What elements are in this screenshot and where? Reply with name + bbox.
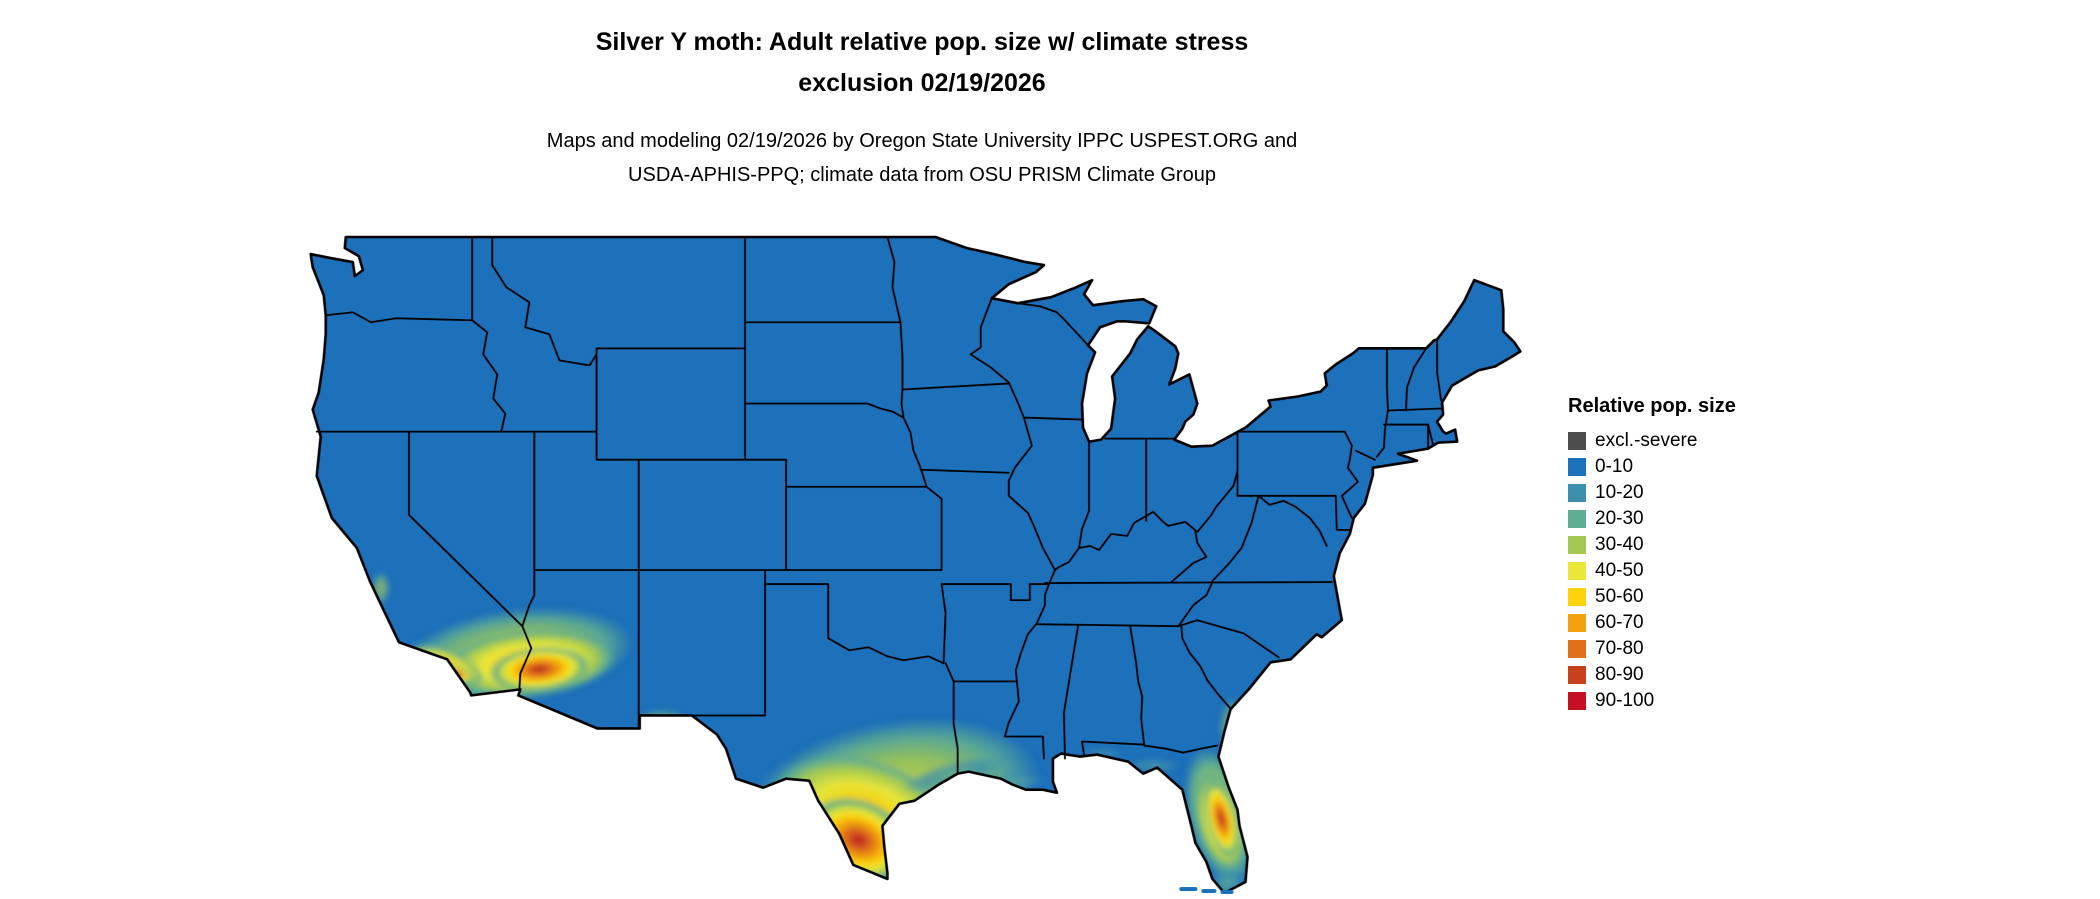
page-subtitle-line1: Maps and modeling 02/19/2026 by Oregon S… xyxy=(546,130,1298,152)
legend-item: 70-80 xyxy=(1568,636,1818,662)
legend-item: 60-70 xyxy=(1568,610,1818,636)
legend-items: excl.-severe 0-10 10-20 20-30 30-40 40-50 50-6… xyxy=(1568,428,1818,714)
legend: Relative pop. size excl.-severe 0-10 10-20… xyxy=(1568,395,1818,714)
page-subtitle-line2: USDA-APHIS-PPQ; climate data from OSU PR… xyxy=(628,164,1216,186)
page-title-line1: Silver Y moth: Adult relative pop. size … xyxy=(595,28,1249,56)
legend-label: 50-60 xyxy=(1595,586,1644,607)
state-borders xyxy=(315,236,1442,775)
legend-swatch xyxy=(1568,640,1586,658)
legend-swatch xyxy=(1568,536,1586,554)
page-title-line2: exclusion 02/19/2026 xyxy=(798,69,1046,97)
us-map xyxy=(300,232,1525,895)
legend-label: 90-100 xyxy=(1595,690,1655,711)
legend-label: 0-10 xyxy=(1595,456,1634,477)
legend-item: excl.-severe xyxy=(1568,428,1818,454)
legend-label: 20-30 xyxy=(1595,508,1644,529)
legend-swatch xyxy=(1568,614,1586,632)
legend-item: 90-100 xyxy=(1568,688,1818,714)
legend-swatch xyxy=(1568,588,1586,606)
legend-item: 80-90 xyxy=(1568,662,1818,688)
legend-item: 40-50 xyxy=(1568,558,1818,584)
legend-swatch xyxy=(1568,484,1586,502)
legend-label: 10-20 xyxy=(1595,482,1644,503)
legend-item: 30-40 xyxy=(1568,532,1818,558)
legend-label: 30-40 xyxy=(1595,534,1644,555)
legend-swatch xyxy=(1568,562,1586,580)
legend-swatch xyxy=(1568,692,1586,710)
legend-item: 10-20 xyxy=(1568,480,1818,506)
map-svg xyxy=(309,235,1522,895)
legend-label: 80-90 xyxy=(1595,664,1644,685)
legend-label: 60-70 xyxy=(1595,612,1644,633)
legend-swatch xyxy=(1568,432,1586,450)
legend-swatch xyxy=(1568,458,1586,476)
legend-item: 20-30 xyxy=(1568,506,1818,532)
legend-label: 70-80 xyxy=(1595,638,1644,659)
page-subtitle: Maps and modeling 02/19/2026 by Oregon S… xyxy=(0,124,1844,192)
legend-swatch xyxy=(1568,510,1586,528)
legend-swatch xyxy=(1568,666,1586,684)
legend-title: Relative pop. size xyxy=(1568,395,1736,417)
legend-item: 50-60 xyxy=(1568,584,1818,610)
legend-item: 0-10 xyxy=(1568,454,1818,480)
page-title: Silver Y moth: Adult relative pop. size … xyxy=(0,22,1844,104)
legend-label: excl.-severe xyxy=(1595,430,1698,451)
legend-label: 40-50 xyxy=(1595,560,1644,581)
